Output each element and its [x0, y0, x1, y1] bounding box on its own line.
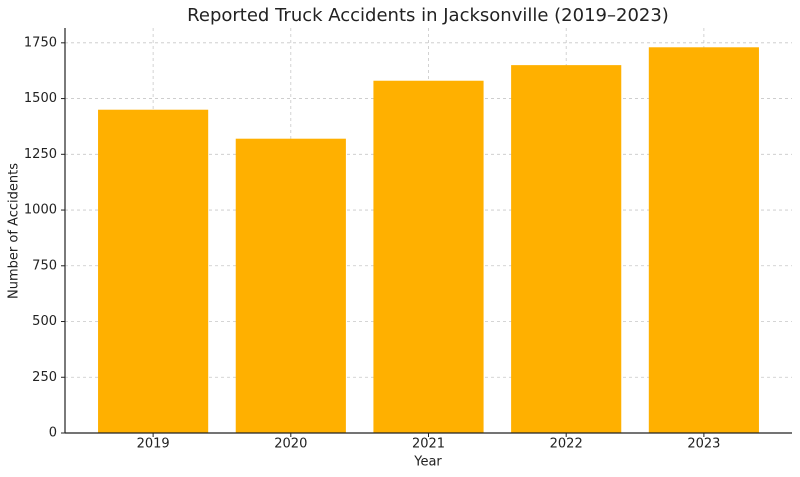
- y-tick-label: 1750: [24, 35, 57, 50]
- bar: [235, 138, 346, 434]
- y-tick-label: 750: [32, 258, 57, 273]
- x-axis-label: Year: [413, 455, 442, 470]
- y-axis-label: Number of Accidents: [7, 163, 22, 299]
- chart-title: Reported Truck Accidents in Jacksonville…: [187, 5, 669, 26]
- x-tick-label: 2021: [412, 437, 445, 452]
- x-tick-label: 2020: [274, 437, 307, 452]
- x-tick-label: 2022: [550, 437, 583, 452]
- bar: [373, 80, 484, 433]
- y-tick-label: 1000: [24, 203, 57, 218]
- y-tick-label: 250: [32, 370, 57, 385]
- x-tick-label: 2019: [137, 437, 170, 452]
- bar: [648, 47, 759, 434]
- y-tick-label: 1500: [24, 91, 57, 106]
- y-tick-label: 0: [49, 426, 57, 441]
- x-tick-label: 2023: [687, 437, 720, 452]
- y-tick-label: 1250: [24, 147, 57, 162]
- bar: [98, 109, 209, 433]
- y-tick-label: 500: [32, 314, 57, 329]
- bar: [511, 65, 622, 433]
